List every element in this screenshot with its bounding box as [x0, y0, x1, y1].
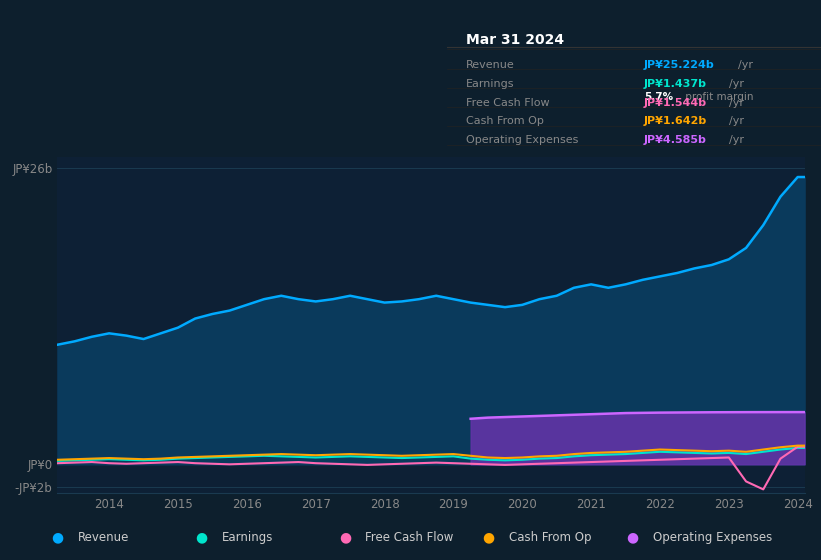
- Text: ●: ●: [52, 531, 63, 544]
- Text: /yr: /yr: [729, 97, 744, 108]
- Text: profit margin: profit margin: [681, 92, 753, 102]
- Text: JP¥4.585b: JP¥4.585b: [644, 136, 707, 145]
- Text: ●: ●: [339, 531, 351, 544]
- Text: JP¥1.544b: JP¥1.544b: [644, 97, 707, 108]
- Text: Operating Expenses: Operating Expenses: [466, 136, 579, 145]
- Text: /yr: /yr: [738, 60, 753, 70]
- Text: ●: ●: [483, 531, 494, 544]
- Text: JP¥25.224b: JP¥25.224b: [644, 60, 714, 70]
- Text: Mar 31 2024: Mar 31 2024: [466, 33, 565, 47]
- Text: /yr: /yr: [729, 136, 744, 145]
- Text: /yr: /yr: [729, 116, 744, 127]
- Text: 5.7%: 5.7%: [644, 92, 673, 102]
- Text: Cash From Op: Cash From Op: [466, 116, 544, 127]
- Text: Revenue: Revenue: [78, 531, 130, 544]
- Text: ●: ●: [626, 531, 638, 544]
- Text: Earnings: Earnings: [222, 531, 273, 544]
- Text: JP¥1.437b: JP¥1.437b: [644, 79, 707, 89]
- Text: /yr: /yr: [729, 79, 744, 89]
- Text: ●: ●: [195, 531, 207, 544]
- Text: Cash From Op: Cash From Op: [509, 531, 591, 544]
- Text: Operating Expenses: Operating Expenses: [653, 531, 772, 544]
- Text: Free Cash Flow: Free Cash Flow: [466, 97, 550, 108]
- Text: Revenue: Revenue: [466, 60, 515, 70]
- Text: JP¥1.642b: JP¥1.642b: [644, 116, 707, 127]
- Text: Free Cash Flow: Free Cash Flow: [365, 531, 454, 544]
- Text: Earnings: Earnings: [466, 79, 515, 89]
